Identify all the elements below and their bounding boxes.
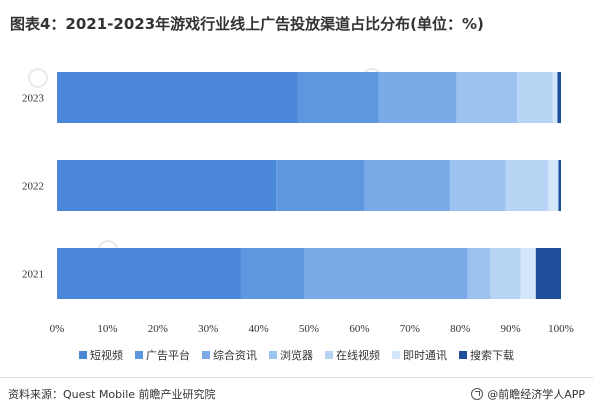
legend: 短视频 广告平台 综合资讯 浏览器 在线视频 即时通讯 搜索下载 (0, 347, 593, 363)
bar-segment-2022-6 (558, 160, 561, 211)
bar-segment-2023-5 (552, 72, 558, 123)
bar-segment-2023-6 (557, 72, 561, 123)
brand: @前瞻经济学人APP (471, 386, 585, 402)
bar-segment-2023-3 (456, 72, 518, 123)
legend-label: 广告平台 (146, 349, 190, 362)
legend-swatch (392, 351, 400, 359)
bar-segment-2021-0 (57, 248, 241, 299)
source-text: 资料来源：Quest Mobile 前瞻产业研究院 (8, 388, 216, 401)
bar-segment-2022-1 (276, 160, 365, 211)
legend-item: 综合资讯 (202, 347, 257, 363)
legend-swatch (135, 351, 143, 359)
x-tick-label: 0% (50, 323, 65, 335)
bar-segment-2023-0 (57, 72, 298, 123)
legend-label: 浏览器 (280, 349, 313, 362)
legend-swatch (79, 351, 87, 359)
category-label: 2023 (22, 93, 45, 105)
legend-label: 即时通讯 (403, 349, 447, 362)
legend-item: 在线视频 (325, 347, 380, 363)
category-label: 2021 (22, 269, 44, 281)
x-tick-label: 50% (299, 323, 319, 335)
chart-title: 图表4：2021-2023年游戏行业线上广告投放渠道占比分布(单位：%) (10, 15, 484, 33)
bar-segment-2022-3 (450, 160, 506, 211)
bar-segment-2022-4 (505, 160, 549, 211)
bar-segment-2022-0 (57, 160, 277, 211)
legend-label: 综合资讯 (213, 349, 257, 362)
legend-swatch (202, 351, 210, 359)
x-tick-label: 20% (148, 323, 168, 335)
legend-swatch (459, 351, 467, 359)
bar-segment-2022-5 (548, 160, 559, 211)
bar-segment-2021-1 (240, 248, 304, 299)
bar-segment-2021-6 (535, 248, 561, 299)
legend-item: 广告平台 (135, 347, 190, 363)
bar-segment-2021-2 (303, 248, 468, 299)
bar-segment-2023-1 (297, 72, 379, 123)
bar-segment-2021-3 (467, 248, 491, 299)
x-tick-label: 60% (349, 323, 369, 335)
x-tick-label: 30% (198, 323, 218, 335)
x-tick-label: 10% (97, 323, 117, 335)
bar-segment-2021-5 (520, 248, 536, 299)
legend-label: 在线视频 (336, 349, 380, 362)
bar-segment-2021-4 (490, 248, 521, 299)
legend-swatch (325, 351, 333, 359)
x-tick-label: 100% (548, 323, 574, 335)
x-tick-label: 80% (450, 323, 470, 335)
stacked-bar-chart: 2023 2022 2021 0% 10% 20% 30% 40% 50% 60% 70% 80% 9… (22, 68, 574, 335)
bar-segment-2023-2 (378, 72, 457, 123)
legend-item: 搜索下载 (459, 347, 514, 363)
brand-logo-icon (471, 388, 484, 400)
legend-item: 短视频 (79, 347, 123, 363)
watermark-logo-icon (28, 68, 48, 88)
x-tick-label: 40% (249, 323, 269, 335)
bar-segment-2023-4 (517, 72, 553, 123)
legend-label: 搜索下载 (470, 349, 514, 362)
x-axis: 0% 10% 20% 30% 40% 50% 60% 70% 80% 90% 100% (50, 323, 574, 335)
bars-layer (57, 72, 561, 299)
legend-swatch (269, 351, 277, 359)
category-label: 2022 (22, 181, 44, 193)
legend-item: 即时通讯 (392, 347, 447, 363)
brand-text: @前瞻经济学人APP (487, 388, 585, 401)
legend-item: 浏览器 (269, 347, 313, 363)
footer: 资料来源：Quest Mobile 前瞻产业研究院 @前瞻经济学人APP (0, 377, 593, 413)
legend-label: 短视频 (90, 349, 123, 362)
x-tick-label: 90% (501, 323, 521, 335)
bar-segment-2022-2 (364, 160, 451, 211)
x-tick-label: 70% (400, 323, 420, 335)
category-labels: 2023 2022 2021 (22, 93, 45, 281)
